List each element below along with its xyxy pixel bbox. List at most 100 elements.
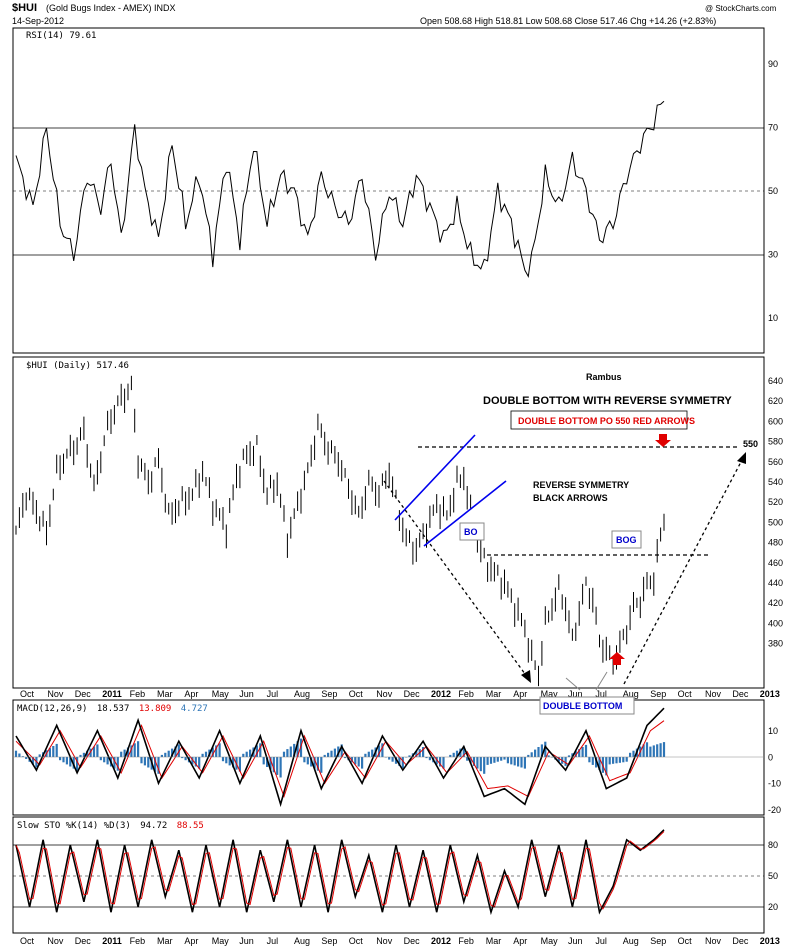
sto-ytick-label: 50 <box>768 871 778 881</box>
x-tick-label: Mar <box>486 689 502 699</box>
channel-lower <box>423 480 507 547</box>
x-tick-label: Mar <box>157 936 173 946</box>
x-tick-label: Aug <box>623 936 639 946</box>
red-arrow-up-icon <box>609 652 625 665</box>
x-tick-label: Sep <box>650 689 666 699</box>
x-tick-label: 2012 <box>431 689 451 699</box>
price-ytick-label: 480 <box>768 538 783 548</box>
x-tick-label: May <box>541 936 559 946</box>
price-ytick-label: 420 <box>768 598 783 608</box>
x-tick-label: Apr <box>184 689 198 699</box>
macd-ytick-label: -10 <box>768 779 781 789</box>
rsi-y-axis: 90 70 50 30 10 <box>768 59 778 323</box>
x-tick-label: Oct <box>20 689 35 699</box>
x-tick-label: Sep <box>321 936 337 946</box>
bog-box <box>611 530 642 549</box>
bo-box <box>459 522 485 541</box>
x-tick-label: Jun <box>239 936 254 946</box>
rsi-ytick-label: 70 <box>768 123 778 133</box>
x-tick-label: Apr <box>184 936 198 946</box>
header-date: 14-Sep-2012 <box>12 16 64 26</box>
x-tick-label: Dec <box>75 689 92 699</box>
sto-d-line <box>15 831 665 910</box>
x-tick-label: Feb <box>130 936 146 946</box>
sto-ytick-label: 20 <box>768 902 778 912</box>
sto-k-value: 94.72 <box>140 821 167 831</box>
sto-y-axis: 80 50 20 <box>768 840 778 912</box>
x-tick-label: May <box>212 936 230 946</box>
price-ytick-label: 580 <box>768 437 783 447</box>
sto-k-line <box>15 829 665 916</box>
macd-series <box>15 707 665 808</box>
x-tick-label: Dec <box>404 936 421 946</box>
macd-label-prefix: MACD(12,26,9) <box>17 704 87 714</box>
header-description: (Gold Bugs Index - AMEX) INDX <box>46 3 176 13</box>
x-tick-label: Oct <box>678 936 693 946</box>
po-box-text: DOUBLE BOTTOM PO 550 RED ARROWS <box>518 416 695 426</box>
x-tick-label: Jun <box>568 689 583 699</box>
x-tick-label: Sep <box>321 689 337 699</box>
x-tick-label: Oct <box>349 689 364 699</box>
macd-line <box>15 707 665 808</box>
rsi-series <box>15 100 665 278</box>
x-tick-label: 2013 <box>760 936 780 946</box>
po-level-label: 550 <box>743 439 758 449</box>
macd-ytick-label: 10 <box>768 726 778 736</box>
x-tick-label: 2013 <box>760 689 780 699</box>
author-label: Rambus <box>586 372 622 382</box>
rsi-panel <box>12 27 765 354</box>
price-y-axis: 640 620 600 580 560 540 520 500 480 460 440 420 400 3… <box>768 376 783 649</box>
sto-ytick-label: 80 <box>768 840 778 850</box>
rsi-ytick-label: 30 <box>768 250 778 260</box>
sto-series <box>15 829 665 916</box>
sto-d-value: 88.55 <box>177 821 204 831</box>
price-ytick-label: 540 <box>768 477 783 487</box>
x-tick-label: 2011 <box>102 936 122 946</box>
price-label: $HUI (Daily) 517.46 <box>26 361 129 371</box>
macd-signal-value: 13.809 <box>139 704 172 714</box>
header-watermark: @ StockCharts.com <box>705 4 777 13</box>
price-ytick-label: 560 <box>768 457 783 467</box>
pattern-title: DOUBLE BOTTOM WITH REVERSE SYMMETRY <box>483 395 732 407</box>
x-tick-label: 2012 <box>431 936 451 946</box>
x-tick-label: Aug <box>294 936 310 946</box>
pattern-annotations: Rambus DOUBLE BOTTOM WITH REVERSE SYMMET… <box>383 372 758 715</box>
price-ytick-label: 400 <box>768 618 783 628</box>
sto-label-prefix: Slow STO %K(14) %D(3) <box>17 821 131 831</box>
x-tick-label: Oct <box>349 936 364 946</box>
x-tick-label: Jul <box>267 689 279 699</box>
channel-upper <box>394 434 476 521</box>
x-tick-label: Nov <box>47 936 64 946</box>
rsi-line <box>15 100 665 278</box>
black-arrows-label: BLACK ARROWS <box>533 493 608 503</box>
rsi-ytick-label: 10 <box>768 313 778 323</box>
price-ytick-label: 520 <box>768 497 783 507</box>
red-arrow-down-icon <box>655 434 671 447</box>
x-tick-label: Dec <box>75 936 92 946</box>
x-tick-label: Aug <box>623 689 639 699</box>
x-tick-label: Apr <box>513 689 527 699</box>
price-ytick-label: 440 <box>768 578 783 588</box>
x-tick-label: Mar <box>486 936 502 946</box>
rsi-ytick-label: 90 <box>768 59 778 69</box>
reverse-symmetry-label: REVERSE SYMMETRY <box>533 480 629 490</box>
x-tick-label: Sep <box>650 936 666 946</box>
x-tick-label: Jul <box>595 936 607 946</box>
arrow-down-head <box>521 670 531 683</box>
x-tick-label: Feb <box>458 689 474 699</box>
x-tick-label: Nov <box>705 689 722 699</box>
x-tick-label: Dec <box>732 936 749 946</box>
macd-ytick-label: -20 <box>768 805 781 815</box>
x-tick-label: May <box>212 689 230 699</box>
sto-panel <box>12 816 765 934</box>
po-box <box>510 410 688 430</box>
x-tick-label: Jul <box>595 689 607 699</box>
rsi-ytick-label: 50 <box>768 186 778 196</box>
x-tick-label: Aug <box>294 689 310 699</box>
x-tick-label: Jul <box>267 936 279 946</box>
x-tick-label: Oct <box>678 689 693 699</box>
bog-label: BOG <box>616 535 637 545</box>
bo-label: BO <box>464 527 478 537</box>
double-bottom-box <box>539 696 635 715</box>
